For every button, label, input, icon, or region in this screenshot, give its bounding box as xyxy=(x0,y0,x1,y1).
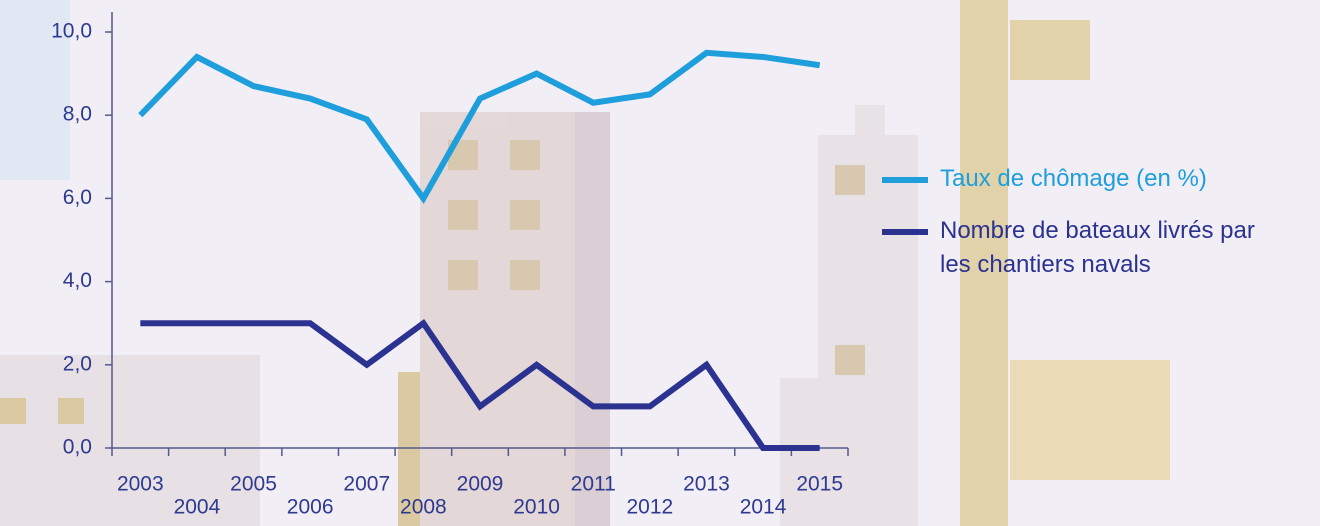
x-tick-label: 2011 xyxy=(571,473,616,496)
x-tick-label: 2004 xyxy=(174,496,221,519)
x-tick-label: 2008 xyxy=(400,496,447,519)
y-tick-label: 10,0 xyxy=(51,20,92,43)
y-tick-label: 6,0 xyxy=(63,186,92,209)
page: 0,0 2,0 4,0 6,0 8,0 10,0 2003 2004 2005 2006 2007 2… xyxy=(0,0,1320,526)
y-tick-label: 4,0 xyxy=(63,269,92,292)
x-tick-label: 2007 xyxy=(343,473,390,496)
x-tick-label: 2012 xyxy=(626,496,673,519)
x-tick-label: 2003 xyxy=(117,473,164,496)
x-tick-label: 2010 xyxy=(513,496,560,519)
x-tick-label: 2005 xyxy=(230,473,277,496)
x-tick-label: 2015 xyxy=(796,473,843,496)
y-tick-label: 0,0 xyxy=(63,436,92,459)
y-tick-label: 8,0 xyxy=(63,103,92,126)
x-tick-label: 2014 xyxy=(740,496,787,519)
legend-label: Taux de chômage (en %) xyxy=(940,162,1280,196)
x-tick-label: 2006 xyxy=(287,496,334,519)
x-tick-label: 2013 xyxy=(683,473,730,496)
x-tick-label: 2009 xyxy=(457,473,504,496)
y-tick-label: 2,0 xyxy=(63,352,92,375)
legend-label: Nombre de bateaux livrés par les chantie… xyxy=(940,214,1280,282)
